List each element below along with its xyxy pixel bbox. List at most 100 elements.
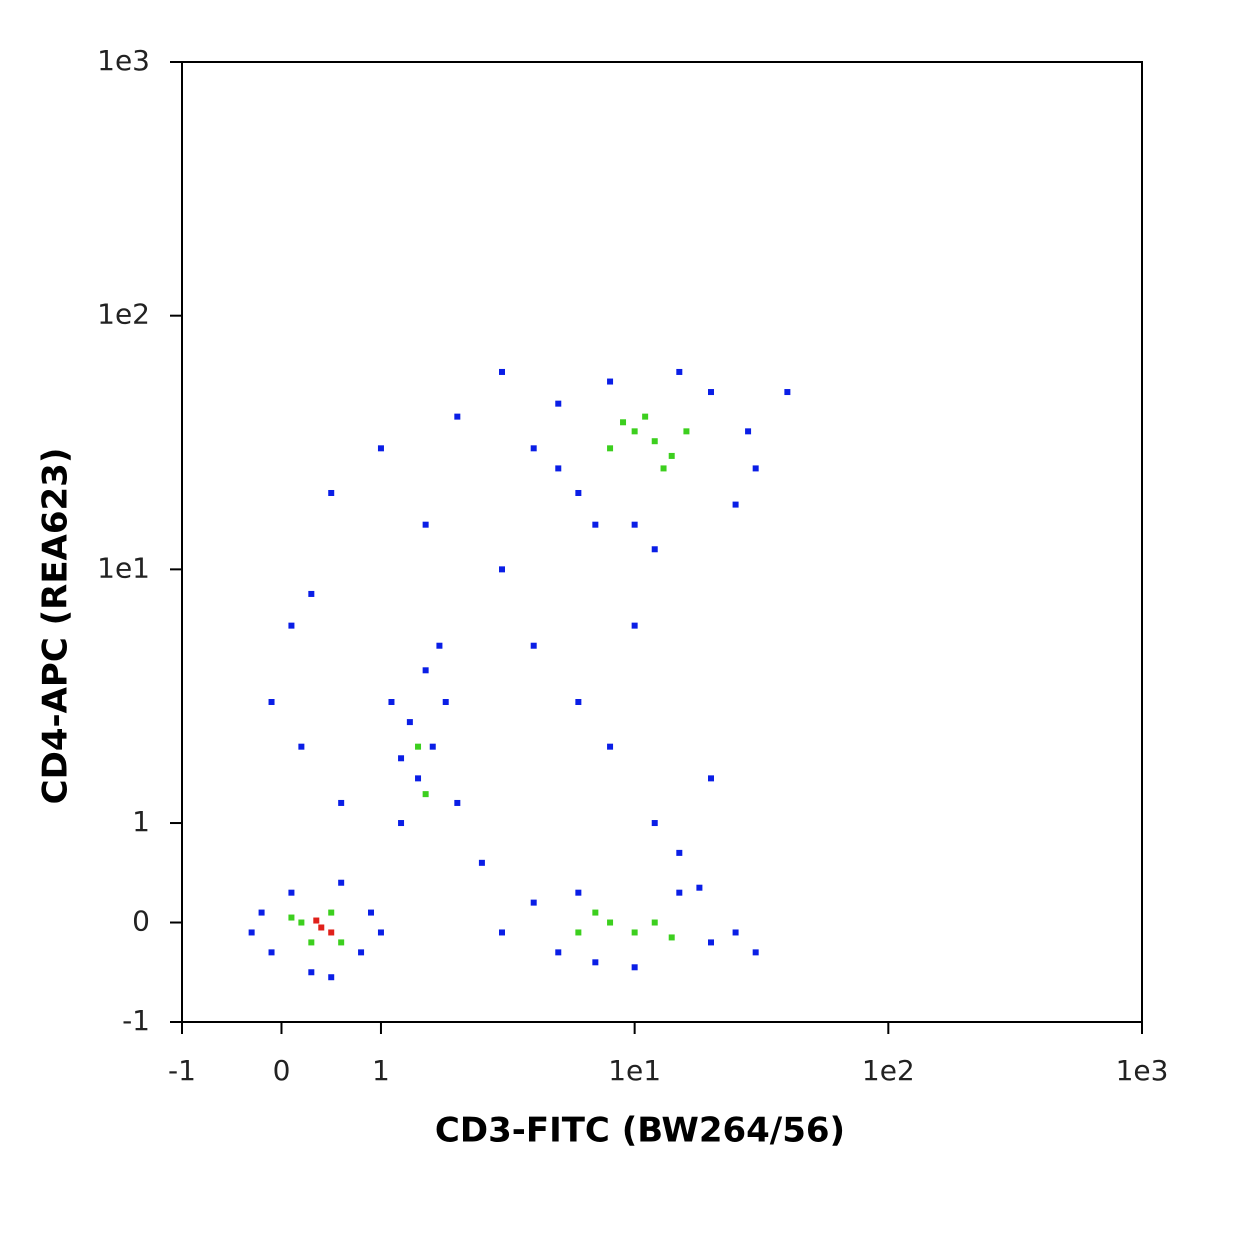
point [708, 389, 715, 396]
point [328, 909, 335, 916]
point [683, 428, 690, 435]
point [288, 622, 295, 629]
point [660, 465, 667, 472]
y-tick-label: 1e1 [97, 551, 150, 584]
point [708, 939, 715, 946]
point [530, 445, 537, 452]
point [651, 820, 658, 827]
point [555, 400, 562, 407]
point [288, 889, 295, 896]
point [752, 949, 759, 956]
point [555, 465, 562, 472]
y-tick-label: -1 [122, 1004, 150, 1037]
point [268, 949, 275, 956]
point [358, 949, 365, 956]
point [298, 919, 305, 926]
point [298, 743, 305, 750]
point [631, 428, 638, 435]
point [288, 914, 295, 921]
point [651, 919, 658, 926]
point [308, 969, 315, 976]
point [642, 413, 649, 420]
point [498, 566, 505, 573]
point [784, 389, 791, 396]
point [555, 949, 562, 956]
x-tick-label: 0 [273, 1054, 291, 1087]
point [368, 909, 375, 916]
point [752, 465, 759, 472]
point [498, 929, 505, 936]
point [454, 413, 461, 420]
point [592, 959, 599, 966]
y-tick-label: 0 [132, 905, 150, 938]
point [498, 368, 505, 375]
y-axis-title: CD4-APC (REA623) [36, 448, 76, 805]
point [575, 489, 582, 496]
point [338, 799, 345, 806]
point [530, 899, 537, 906]
point [631, 929, 638, 936]
point [620, 419, 627, 426]
point [328, 489, 335, 496]
point [651, 546, 658, 553]
point [398, 820, 405, 827]
x-tick-label: 1e2 [862, 1054, 915, 1087]
x-tick-label: 1e3 [1116, 1054, 1169, 1087]
point [696, 884, 703, 891]
point [651, 438, 658, 445]
point [575, 889, 582, 896]
point [668, 934, 675, 941]
point [318, 924, 325, 931]
x-tick-label: 1 [372, 1054, 390, 1087]
point [745, 428, 752, 435]
point [575, 699, 582, 706]
point [415, 775, 422, 782]
point [676, 889, 683, 896]
plot-frame [181, 61, 1143, 1023]
point [429, 743, 436, 750]
point [592, 521, 599, 528]
x-axis-title: CD3-FITC (BW264/56) [435, 1111, 845, 1151]
point [631, 964, 638, 971]
point [442, 699, 449, 706]
point [422, 667, 429, 674]
point [530, 642, 537, 649]
point [732, 501, 739, 508]
point [313, 917, 320, 924]
point [415, 743, 422, 750]
point [607, 445, 614, 452]
point [732, 929, 739, 936]
y-tick-label: 1e2 [97, 298, 150, 331]
point [607, 919, 614, 926]
point [388, 699, 395, 706]
point [607, 378, 614, 385]
point [575, 929, 582, 936]
point [328, 974, 335, 981]
point [338, 879, 345, 886]
point [406, 719, 413, 726]
point [676, 368, 683, 375]
point [398, 755, 405, 762]
point [248, 929, 255, 936]
point [631, 521, 638, 528]
point [308, 590, 315, 597]
y-tick-label: 1 [132, 805, 150, 838]
point [258, 909, 265, 916]
point [436, 642, 443, 649]
point [328, 929, 335, 936]
point [268, 699, 275, 706]
point [592, 909, 599, 916]
point [338, 939, 345, 946]
y-tick-label: 1e3 [97, 44, 150, 77]
point [607, 743, 614, 750]
point [676, 849, 683, 856]
x-tick-label: -1 [168, 1054, 196, 1087]
point [708, 775, 715, 782]
point [668, 452, 675, 459]
point [377, 445, 384, 452]
point [422, 521, 429, 528]
point [454, 799, 461, 806]
point [377, 929, 384, 936]
point [478, 859, 485, 866]
